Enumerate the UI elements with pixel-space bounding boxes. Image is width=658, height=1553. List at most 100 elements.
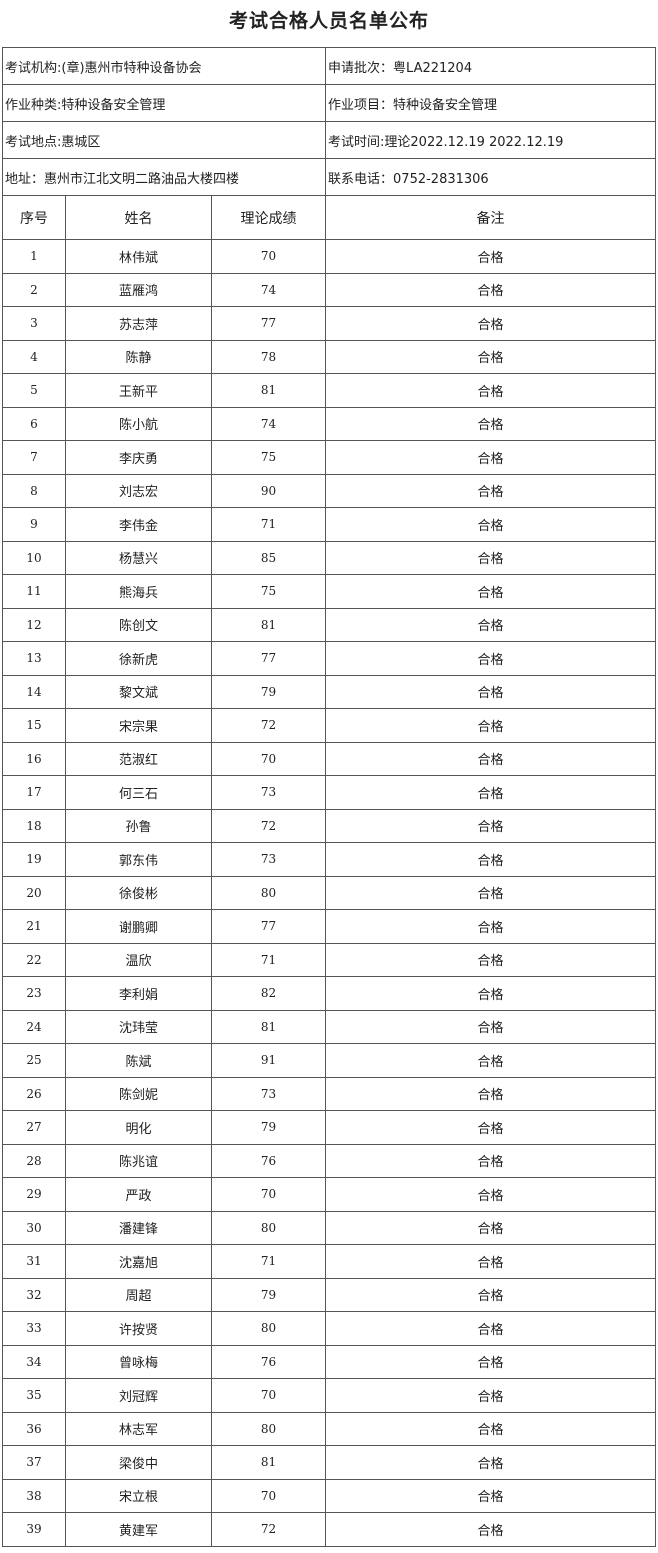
row-index: 26 bbox=[2, 1076, 66, 1111]
table-row: 36 林志军 80 合格 bbox=[2, 1411, 657, 1446]
table-header: 序号 姓名 理论成绩 备注 bbox=[2, 195, 657, 240]
row-index: 7 bbox=[2, 440, 66, 475]
application-batch: 申请批次：粤LA221204 bbox=[325, 47, 657, 85]
row-name: 徐俊彬 bbox=[65, 875, 212, 910]
row-index: 18 bbox=[2, 808, 66, 843]
table-row: 1 林伟斌 70 合格 bbox=[2, 239, 657, 274]
table-row: 25 陈斌 91 合格 bbox=[2, 1043, 657, 1078]
results-table: 考试机构:(章)惠州市特种设备协会 申请批次：粤LA221204 作业种类:特种… bbox=[1, 47, 657, 1547]
row-score: 72 bbox=[210, 708, 327, 743]
row-score: 72 bbox=[210, 808, 327, 843]
row-index: 39 bbox=[2, 1512, 66, 1547]
row-remark: 合格 bbox=[325, 1277, 657, 1312]
exam-institution: 考试机构:(章)惠州市特种设备协会 bbox=[1, 47, 327, 85]
column-header-index: 序号 bbox=[2, 195, 66, 240]
row-score: 76 bbox=[210, 1143, 327, 1178]
row-index: 27 bbox=[2, 1110, 66, 1145]
row-remark: 合格 bbox=[325, 339, 657, 374]
table-row: 11 熊海兵 75 合格 bbox=[2, 574, 657, 609]
row-index: 25 bbox=[2, 1043, 66, 1078]
row-score: 71 bbox=[210, 507, 327, 542]
row-score: 71 bbox=[210, 942, 327, 977]
table-row: 17 何三石 73 合格 bbox=[2, 775, 657, 810]
row-remark: 合格 bbox=[325, 641, 657, 676]
row-index: 34 bbox=[2, 1344, 66, 1379]
column-header-remark: 备注 bbox=[325, 195, 657, 240]
row-remark: 合格 bbox=[325, 540, 657, 575]
row-name: 林志军 bbox=[65, 1411, 212, 1446]
row-index: 4 bbox=[2, 339, 66, 374]
row-index: 28 bbox=[2, 1143, 66, 1178]
row-score: 74 bbox=[210, 272, 327, 307]
row-remark: 合格 bbox=[325, 473, 657, 508]
row-remark: 合格 bbox=[325, 674, 657, 709]
table-row: 35 刘冠辉 70 合格 bbox=[2, 1378, 657, 1413]
row-index: 1 bbox=[2, 239, 66, 274]
row-remark: 合格 bbox=[325, 1009, 657, 1044]
address: 地址：惠州市江北文明二路油品大楼四楼 bbox=[1, 158, 327, 196]
row-index: 29 bbox=[2, 1177, 66, 1212]
row-remark: 合格 bbox=[325, 909, 657, 944]
row-remark: 合格 bbox=[325, 574, 657, 609]
row-remark: 合格 bbox=[325, 440, 657, 475]
row-remark: 合格 bbox=[325, 239, 657, 274]
table-row: 20 徐俊彬 80 合格 bbox=[2, 875, 657, 910]
row-remark: 合格 bbox=[325, 1512, 657, 1547]
row-index: 20 bbox=[2, 875, 66, 910]
row-name: 陈斌 bbox=[65, 1043, 212, 1078]
row-score: 81 bbox=[210, 607, 327, 642]
table-row: 33 许按贤 80 合格 bbox=[2, 1311, 657, 1346]
row-score: 82 bbox=[210, 976, 327, 1011]
row-remark: 合格 bbox=[325, 875, 657, 910]
table-row: 29 严政 70 合格 bbox=[2, 1177, 657, 1212]
row-remark: 合格 bbox=[325, 976, 657, 1011]
row-name: 刘冠辉 bbox=[65, 1378, 212, 1413]
row-name: 孙鲁 bbox=[65, 808, 212, 843]
table-row: 5 王新平 81 合格 bbox=[2, 373, 657, 408]
table-row: 24 沈玮莹 81 合格 bbox=[2, 1009, 657, 1044]
table-row: 21 谢鹏卿 77 合格 bbox=[2, 909, 657, 944]
row-index: 13 bbox=[2, 641, 66, 676]
row-index: 2 bbox=[2, 272, 66, 307]
table-row: 8 刘志宏 90 合格 bbox=[2, 473, 657, 508]
row-name: 陈剑妮 bbox=[65, 1076, 212, 1111]
row-index: 5 bbox=[2, 373, 66, 408]
row-score: 77 bbox=[210, 306, 327, 341]
row-remark: 合格 bbox=[325, 306, 657, 341]
row-remark: 合格 bbox=[325, 406, 657, 441]
row-remark: 合格 bbox=[325, 808, 657, 843]
row-remark: 合格 bbox=[325, 741, 657, 776]
row-name: 李庆勇 bbox=[65, 440, 212, 475]
table-row: 32 周超 79 合格 bbox=[2, 1277, 657, 1312]
info-row: 考试地点:惠城区 考试时间:理论2022.12.19 2022.12.19 bbox=[1, 121, 657, 159]
row-name: 严政 bbox=[65, 1177, 212, 1212]
row-name: 郭东伟 bbox=[65, 842, 212, 877]
row-name: 许按贤 bbox=[65, 1311, 212, 1346]
row-name: 苏志萍 bbox=[65, 306, 212, 341]
row-name: 黎文斌 bbox=[65, 674, 212, 709]
table-row: 23 李利娟 82 合格 bbox=[2, 976, 657, 1011]
row-remark: 合格 bbox=[325, 272, 657, 307]
row-remark: 合格 bbox=[325, 1210, 657, 1245]
row-name: 宋立根 bbox=[65, 1478, 212, 1513]
table-row: 16 范淑红 70 合格 bbox=[2, 741, 657, 776]
row-score: 80 bbox=[210, 875, 327, 910]
row-score: 91 bbox=[210, 1043, 327, 1078]
table-row: 6 陈小航 74 合格 bbox=[2, 406, 657, 441]
table-row: 13 徐新虎 77 合格 bbox=[2, 641, 657, 676]
row-score: 90 bbox=[210, 473, 327, 508]
row-index: 3 bbox=[2, 306, 66, 341]
info-row: 地址：惠州市江北文明二路油品大楼四楼 联系电话：0752-2831306 bbox=[1, 158, 657, 196]
row-name: 沈嘉旭 bbox=[65, 1244, 212, 1279]
page-title: 考试合格人员名单公布 bbox=[228, 10, 429, 32]
row-remark: 合格 bbox=[325, 1110, 657, 1145]
row-name: 陈静 bbox=[65, 339, 212, 374]
row-remark: 合格 bbox=[325, 1344, 657, 1379]
row-score: 81 bbox=[210, 1009, 327, 1044]
row-remark: 合格 bbox=[325, 1177, 657, 1212]
row-name: 黄建军 bbox=[65, 1512, 212, 1547]
row-index: 35 bbox=[2, 1378, 66, 1413]
row-index: 22 bbox=[2, 942, 66, 977]
row-index: 32 bbox=[2, 1277, 66, 1312]
row-index: 30 bbox=[2, 1210, 66, 1245]
